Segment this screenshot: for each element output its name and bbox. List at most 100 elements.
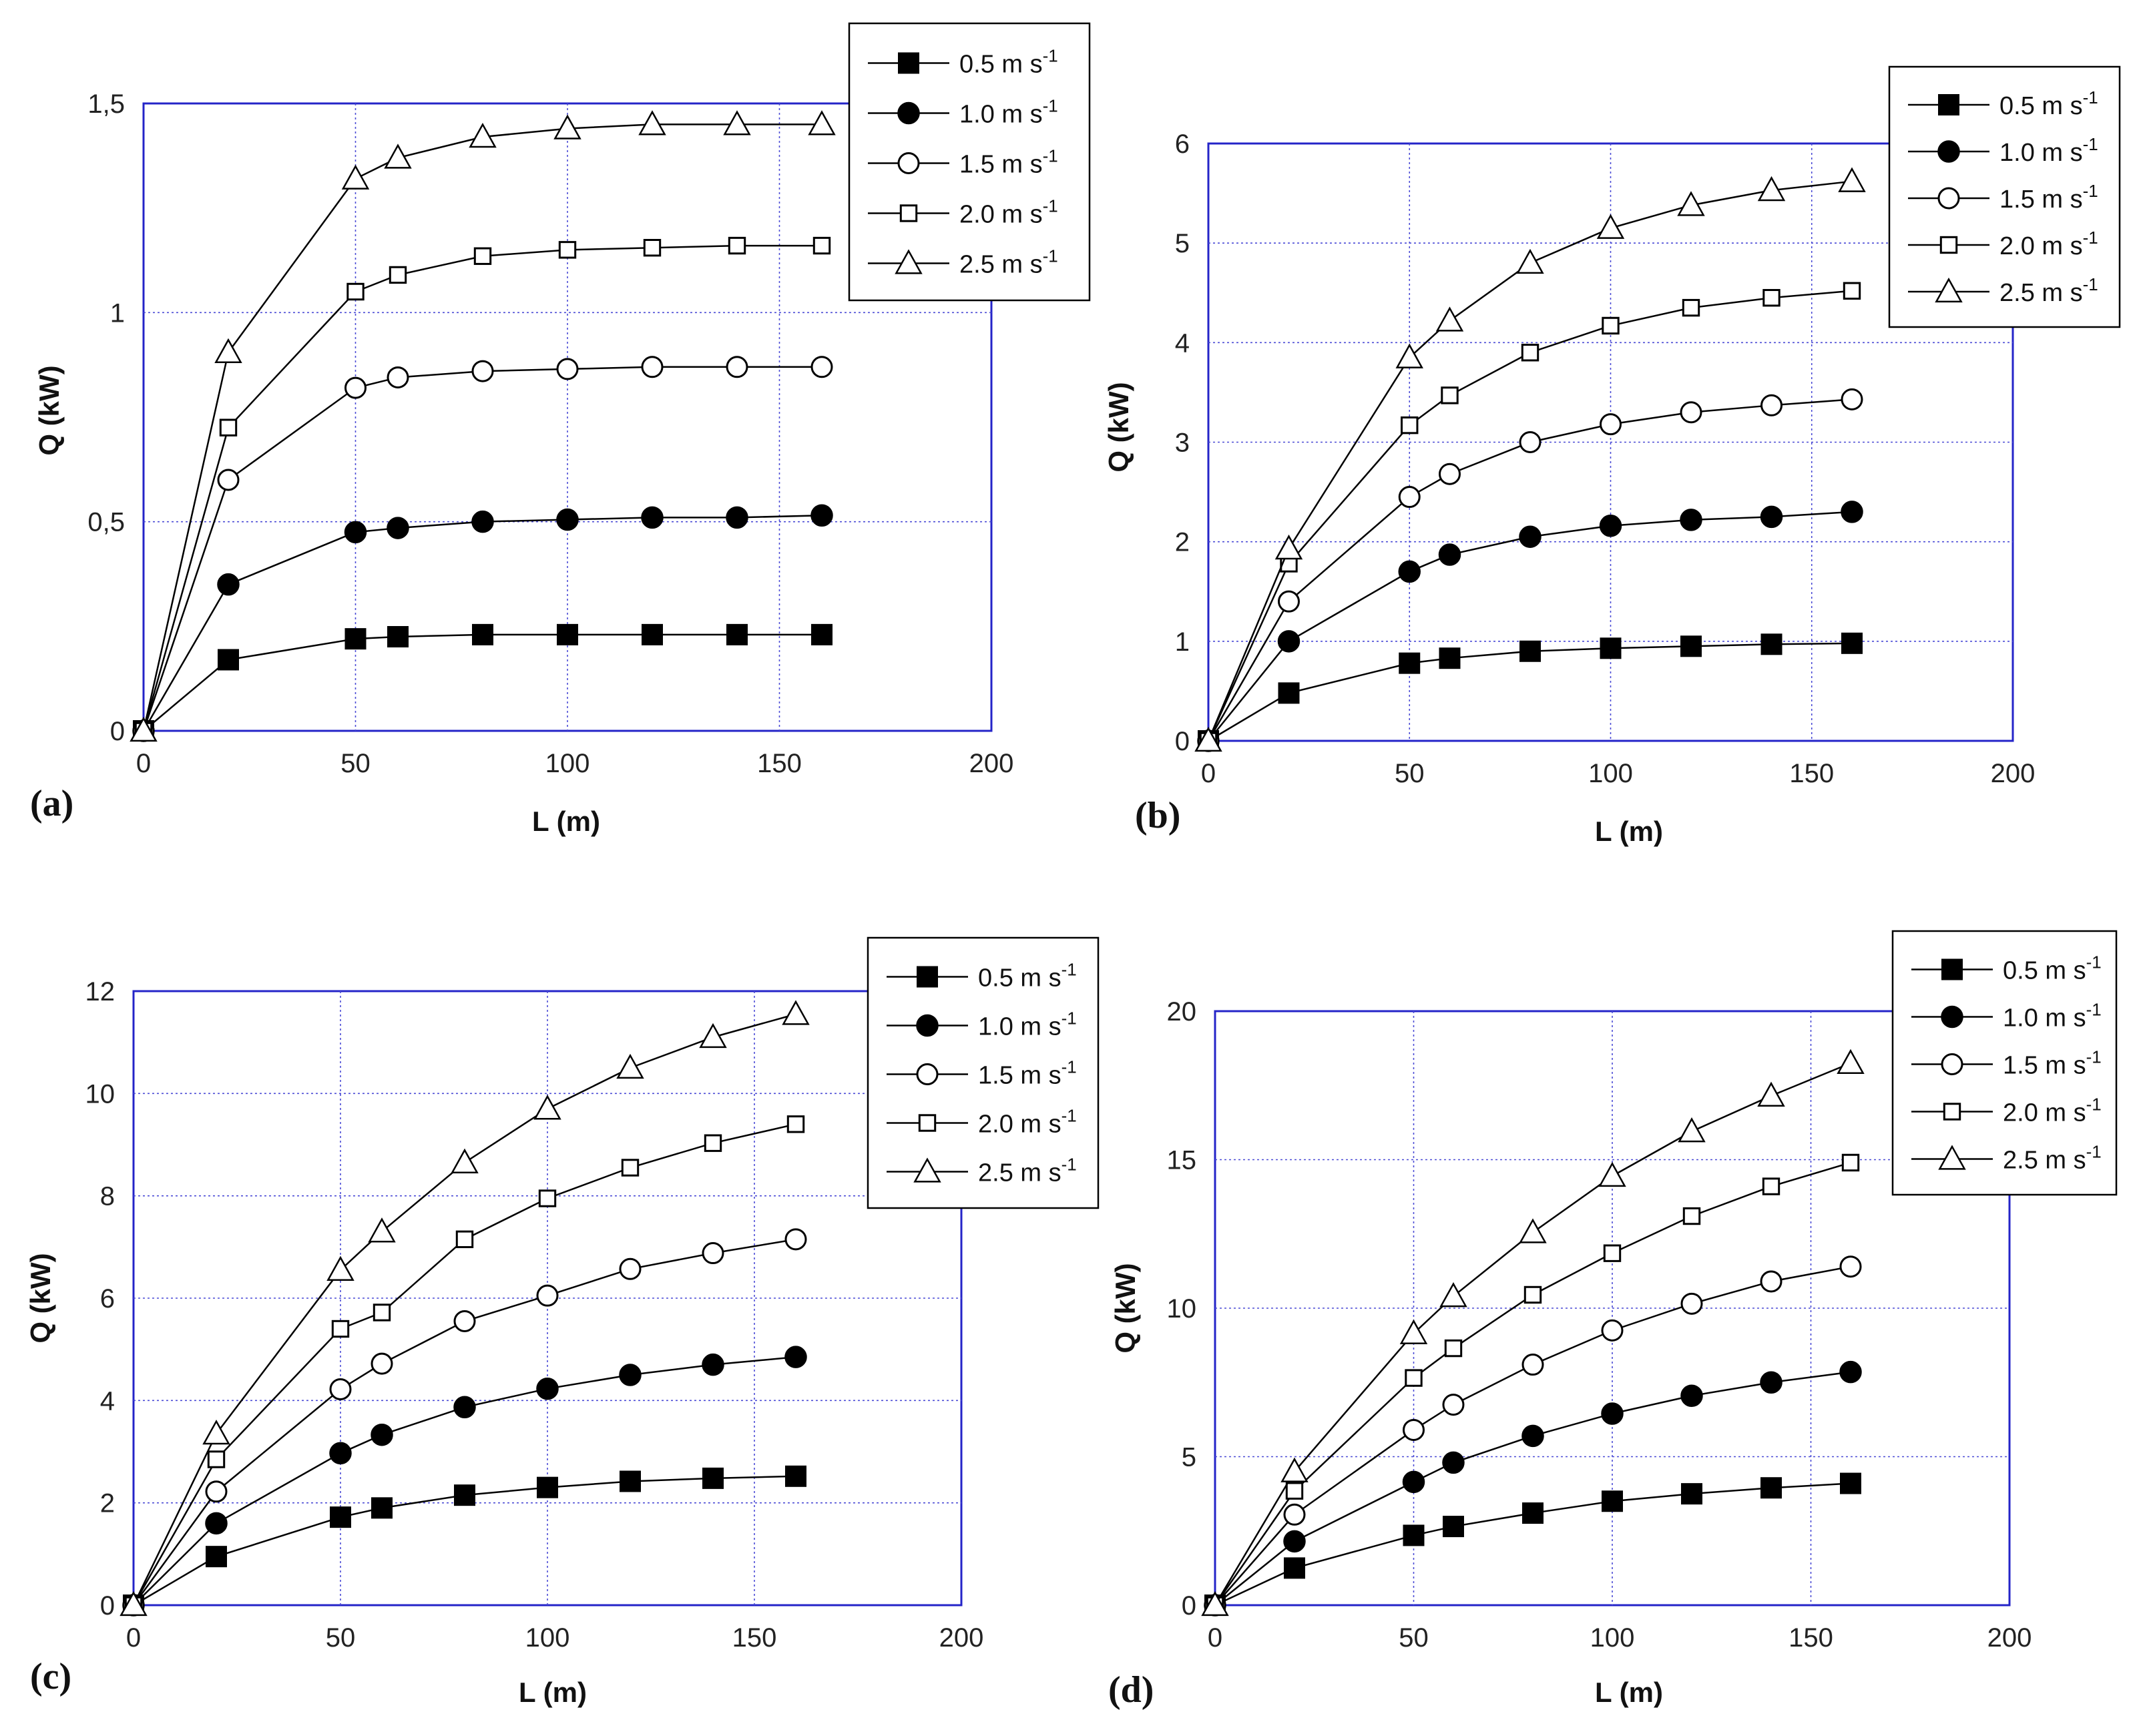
data-point: [723, 110, 751, 135]
legend-label-exponent: -1: [1043, 146, 1058, 166]
data-point: [536, 1377, 559, 1400]
legend-label-exponent: -1: [2083, 134, 2098, 154]
data-point: [387, 626, 409, 647]
data-point: [1760, 1371, 1783, 1394]
legend-item: 2.0 m s-1: [1911, 1095, 2102, 1127]
legend-item: 2.0 m s-1: [887, 1106, 1077, 1139]
legend-label: 2.5 m s-1: [959, 246, 1058, 279]
legend-marker: [1941, 1053, 1963, 1075]
y-tick-label: 1: [110, 298, 125, 328]
legend-label: 0.5 m s-1: [978, 960, 1077, 992]
data-point: [1194, 726, 1222, 752]
data-point: [341, 164, 370, 190]
legend-label-name: 1.0 m s: [978, 1013, 1061, 1041]
panel-label: (b): [1135, 795, 1180, 836]
data-point: [454, 1484, 475, 1506]
data-point: [704, 1134, 722, 1152]
legend-item: 1.0 m s-1: [1911, 1000, 2102, 1033]
series-2: [1204, 1360, 1862, 1617]
data-point: [207, 1450, 226, 1468]
legend-item: 2.5 m s-1: [887, 1155, 1077, 1187]
legend-marker: [1941, 958, 1963, 980]
y-axis-title: Q (kW): [1110, 1263, 1141, 1353]
legend-item: 1.5 m s-1: [868, 146, 1058, 179]
legend-label-name: 2.0 m s: [1999, 232, 2083, 260]
legend-item: 0.5 m s-1: [1911, 952, 2102, 985]
data-point: [1760, 505, 1783, 529]
legend-item: 0.5 m s-1: [887, 960, 1077, 992]
data-point: [1283, 1503, 1306, 1526]
data-point: [785, 1465, 806, 1487]
legend-item: 2.5 m s-1: [868, 246, 1058, 279]
data-point: [1403, 1418, 1425, 1441]
data-point: [1839, 1255, 1862, 1278]
data-point: [329, 1442, 352, 1465]
data-point: [1677, 191, 1705, 216]
data-point: [1403, 1524, 1425, 1546]
y-tick-label: 3: [1175, 428, 1190, 458]
x-tick-label: 0: [126, 1623, 141, 1653]
data-point: [1401, 416, 1419, 435]
y-axis-title: Q (kW): [25, 1253, 56, 1343]
legend-label-name: 1.5 m s: [1999, 186, 2083, 214]
legend-marker: [918, 1114, 937, 1132]
y-tick-label: 10: [1167, 1294, 1197, 1324]
series-2: [132, 504, 833, 742]
legend-item: 1.5 m s-1: [887, 1057, 1077, 1090]
legend-marker: [1943, 1103, 1961, 1121]
data-point: [1760, 633, 1783, 655]
data-point: [1395, 343, 1423, 368]
legend-label: 0.5 m s-1: [959, 46, 1058, 79]
legend-label-exponent: -1: [2086, 1095, 2102, 1115]
panel-label: (d): [1108, 1669, 1154, 1711]
data-point: [202, 1419, 230, 1445]
data-point: [1837, 1049, 1865, 1075]
y-tick-label: 0: [1175, 727, 1190, 756]
y-tick-label: 8: [100, 1182, 115, 1211]
legend-label-name: 2.5 m s: [2003, 1147, 2086, 1175]
data-point: [811, 623, 833, 645]
data-point: [699, 1023, 727, 1049]
legend-item: 2.5 m s-1: [1911, 1142, 2102, 1175]
data-point: [702, 1353, 724, 1376]
series-1: [1198, 632, 1863, 752]
x-tick-label: 0: [1208, 1623, 1222, 1653]
legend-item: 1.0 m s-1: [868, 96, 1058, 129]
legend-label-name: 0.5 m s: [978, 964, 1061, 992]
data-point: [556, 358, 579, 380]
y-tick-label: 0: [1182, 1591, 1196, 1621]
data-point: [346, 282, 365, 301]
data-point: [536, 1284, 559, 1307]
data-point: [326, 1255, 354, 1281]
data-point: [1519, 640, 1541, 662]
y-tick-label: 2: [1175, 528, 1190, 557]
data-point: [641, 506, 664, 529]
legend-item: 2.5 m s-1: [1908, 274, 2098, 307]
data-point: [1841, 388, 1863, 410]
data-point: [206, 1546, 227, 1568]
y-axis-title: Q (kW): [1103, 382, 1134, 472]
y-tick-label: 15: [1167, 1146, 1197, 1175]
legend-label-name: 1.0 m s: [2003, 1004, 2086, 1033]
data-point: [1201, 1590, 1229, 1617]
x-tick-label: 150: [757, 749, 802, 778]
data-point: [217, 469, 240, 491]
legend-label-exponent: -1: [2086, 1142, 2102, 1162]
data-point: [1602, 316, 1620, 335]
x-axis-title: L (m): [519, 1677, 587, 1708]
x-tick-label: 100: [1588, 759, 1633, 788]
legend: 0.5 m s-11.0 m s-11.5 m s-12.0 m s-12.5 …: [867, 936, 1100, 1209]
legend-label-name: 1.0 m s: [1999, 139, 2083, 167]
data-point: [1840, 1472, 1861, 1494]
legend: 0.5 m s-11.0 m s-11.5 m s-12.0 m s-12.5 …: [1891, 930, 2118, 1196]
legend-label-name: 1.0 m s: [959, 101, 1043, 129]
data-point: [453, 1310, 476, 1332]
data-point: [1599, 515, 1622, 537]
data-point: [1602, 1490, 1623, 1512]
x-axis-title: L (m): [1595, 816, 1663, 847]
data-point: [217, 573, 240, 596]
x-tick-label: 100: [525, 1623, 570, 1653]
data-point: [205, 1480, 228, 1503]
legend-marker: [898, 52, 919, 74]
series-4: [134, 236, 831, 740]
